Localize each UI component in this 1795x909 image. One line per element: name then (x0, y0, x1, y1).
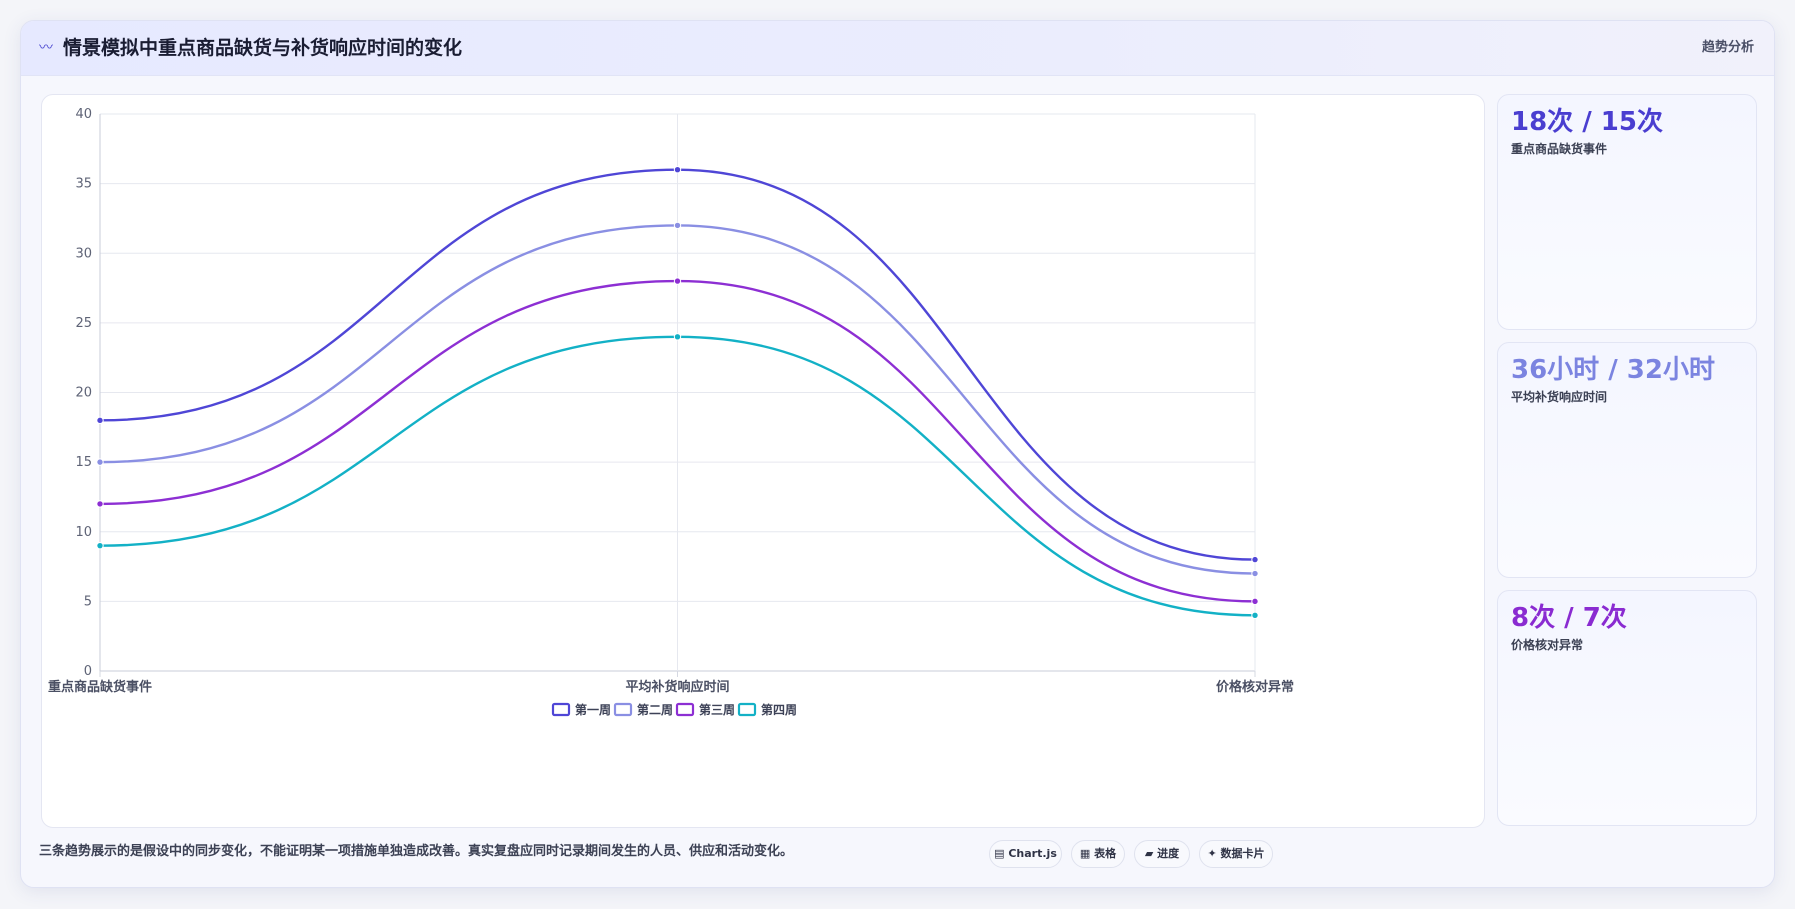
chart-card: 〰 情景模拟中重点商品缺货与补货响应时间的变化 趋势分析 0 5 10 15 20 25 3… (20, 20, 1775, 888)
y-tick-label: 5 (84, 594, 92, 609)
line-chart: 0 5 10 15 20 25 30 35 40 重点商品缺货事件 平均补货响应时间 价格核对异常第一… (48, 107, 1294, 717)
data-point (96, 416, 104, 425)
trend-icon: 〰 (39, 40, 53, 56)
sparkle-icon: ✦ (1207, 847, 1217, 860)
legend-swatch (675, 702, 695, 717)
stat-value: 36小时 / 32小时 (1511, 355, 1715, 385)
stat-label: 重点商品缺货事件 (1511, 142, 1608, 156)
data-point (673, 333, 682, 341)
pill-progress[interactable]: ▰ 进度 (1134, 840, 1190, 868)
pill-label: 表格 (1094, 847, 1117, 860)
stat-value: 18次 / 15次 (1511, 107, 1663, 137)
legend-swatch (737, 702, 757, 717)
x-tick-label: 平均补货响应时间 (625, 679, 729, 695)
y-tick-label: 20 (75, 386, 92, 401)
pill-label: 进度 (1157, 847, 1180, 860)
y-tick-label: 35 (75, 177, 92, 192)
data-point (96, 458, 104, 466)
data-point (1251, 611, 1259, 619)
data-point (96, 541, 104, 550)
x-tick-label: 价格核对异常 (1216, 679, 1294, 695)
stat-card-stockout: 18次 / 15次 重点商品缺货事件 (1497, 94, 1757, 330)
data-point (673, 166, 682, 174)
data-point (96, 500, 104, 508)
stat-label: 价格核对异常 (1511, 638, 1584, 652)
y-tick-label: 30 (75, 246, 92, 261)
legend-label: 第三周 (699, 702, 735, 717)
header-tag: 趋势分析 (1701, 40, 1754, 55)
data-point (673, 221, 682, 230)
y-tick-label: 25 (75, 316, 92, 331)
stat-label: 平均补货响应时间 (1511, 390, 1608, 404)
data-point (1251, 555, 1259, 564)
legend-label: 第一周 (575, 702, 611, 717)
chart-icon: ▤ (994, 847, 1005, 860)
page-title: 情景模拟中重点商品缺货与补货响应时间的变化 (63, 37, 463, 59)
legend-swatch (551, 702, 571, 717)
pill-chartjs[interactable]: ▤ Chart.js (989, 840, 1062, 868)
data-point (1251, 597, 1259, 606)
stat-value: 8次 / 7次 (1511, 603, 1627, 633)
table-icon: ▦ (1079, 847, 1091, 860)
y-tick-label: 40 (75, 107, 92, 122)
progress-icon: ▰ (1144, 847, 1154, 860)
legend-swatch (613, 702, 633, 717)
stat-card-price-anomaly: 8次 / 7次 价格核对异常 (1497, 590, 1757, 826)
card-header: 〰 情景模拟中重点商品缺货与补货响应时间的变化 趋势分析 (21, 21, 1774, 76)
pill-table[interactable]: ▦ 表格 (1071, 840, 1125, 868)
y-tick-label: 0 (84, 664, 92, 679)
legend-label: 第二周 (637, 702, 673, 717)
y-tick-label: 10 (75, 525, 92, 540)
series-line (99, 168, 1256, 561)
pill-data-cards[interactable]: ✦ 数据卡片 (1199, 840, 1273, 868)
footer-note: 三条趋势展示的是假设中的同步变化，不能证明某一项措施单独造成改善。真实复盘应同时… (39, 844, 794, 859)
pill-label: 数据卡片 (1220, 847, 1265, 860)
x-tick-label: 重点商品缺货事件 (48, 679, 152, 695)
data-point (1251, 569, 1259, 578)
stat-card-response-time: 36小时 / 32小时 平均补货响应时间 (1497, 342, 1757, 578)
pill-label: Chart.js (1008, 847, 1057, 860)
legend-label: 第四周 (761, 702, 797, 717)
chart-panel: 0 5 10 15 20 25 30 35 40 重点商品缺货事件 平均补货响应时间 价格核对异常第一… (41, 94, 1485, 828)
data-point (673, 277, 682, 285)
y-tick-label: 15 (75, 455, 92, 470)
